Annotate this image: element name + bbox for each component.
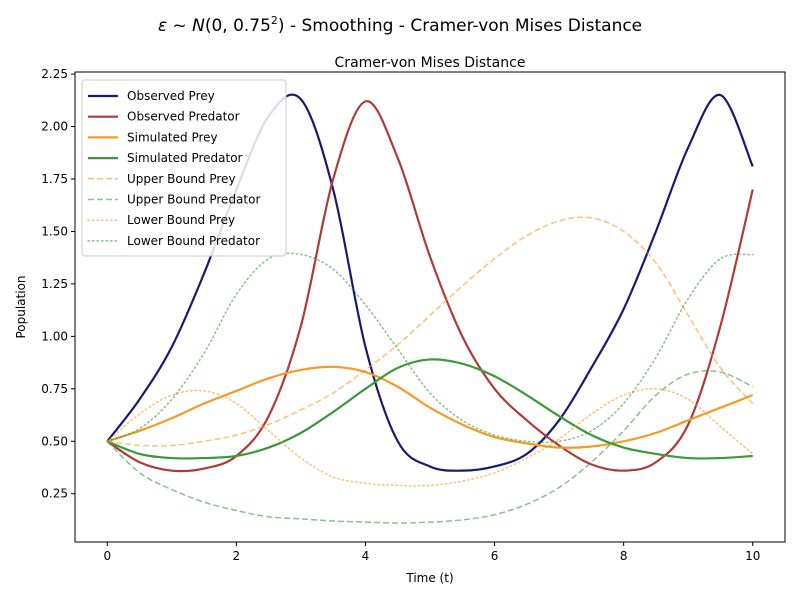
chart-title: Cramer-von Mises Distance	[335, 55, 526, 71]
series-line-lower-bound-prey	[106, 387, 754, 487]
suptitle-dist: N	[192, 16, 205, 36]
x-tick-label: 8	[620, 549, 628, 563]
y-tick-label: 1.25	[41, 277, 68, 291]
suptitle-params-close: )	[278, 16, 285, 36]
x-tick-label: 4	[362, 549, 370, 563]
legend-label: Observed Prey	[127, 89, 215, 103]
y-tick-label: 0.75	[41, 382, 68, 396]
y-tick-label: 0.25	[41, 487, 68, 501]
y-ticks: 0.25 0.50 0.75 1.00 1.25 1.50 1.75 2.00 2.25	[41, 67, 75, 501]
suptitle-tilde: ~	[167, 16, 192, 36]
suptitle-params: (0, 0.75	[205, 16, 271, 36]
x-tick-label: 6	[491, 549, 499, 563]
legend-box	[81, 79, 287, 257]
legend-label: Lower Bound Prey	[127, 213, 235, 227]
x-ticks: 0 2 4 6 8 10	[103, 542, 760, 563]
y-tick-label: 0.50	[41, 434, 68, 448]
x-tick-label: 10	[745, 549, 760, 563]
x-tick-label: 0	[103, 549, 111, 563]
x-tick-label: 2	[233, 549, 241, 563]
suptitle-exp: 2	[271, 14, 278, 27]
legend: Observed Prey Observed Predator Simulated …	[81, 79, 287, 257]
series-line-observed-predator	[106, 100, 754, 473]
y-tick-label: 2.25	[41, 67, 68, 81]
legend-label: Simulated Predator	[127, 151, 243, 165]
legend-label: Simulated Prey	[127, 130, 218, 144]
legend-label: Upper Bound Prey	[127, 172, 236, 186]
plot-frame	[74, 71, 786, 543]
y-tick-label: 1.00	[41, 329, 68, 343]
chart-suptitle: ε ~ N(0, 0.752) - Smoothing - Cramer-von…	[158, 14, 642, 36]
y-axis-label: Population	[14, 275, 28, 338]
series-layer	[106, 93, 754, 524]
legend-label: Upper Bound Predator	[127, 193, 260, 207]
y-tick-label: 1.50	[41, 224, 68, 238]
suptitle-epsilon: ε	[158, 16, 167, 36]
x-axis-label: Time (t)	[405, 571, 453, 585]
y-tick-label: 2.00	[41, 120, 68, 134]
series-line-simulated-predator	[106, 358, 753, 460]
series-line-simulated-prey	[106, 365, 754, 449]
series-line-upper-bound-predator	[106, 370, 754, 524]
legend-label: Observed Predator	[127, 110, 240, 124]
series-line-upper-bound-prey	[107, 216, 754, 447]
series-line-lower-bound-predator	[106, 252, 754, 444]
legend-label: Lower Bound Predator	[127, 234, 260, 248]
y-tick-label: 1.75	[41, 172, 68, 186]
suptitle-rest: - Smoothing - Cramer-von Mises Distance	[285, 16, 643, 36]
